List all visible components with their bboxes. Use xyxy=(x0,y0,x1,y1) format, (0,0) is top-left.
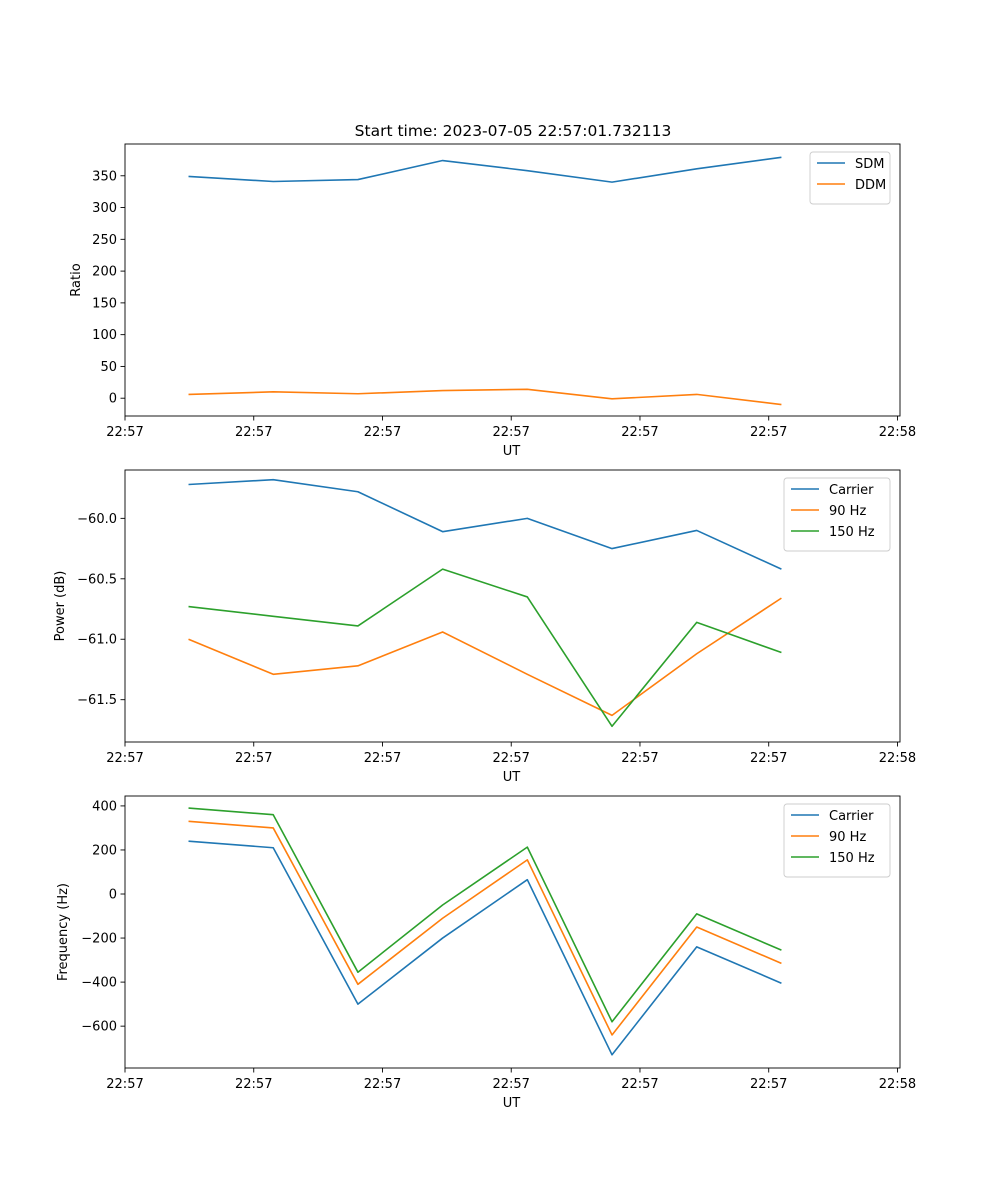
y-tick-label: 100 xyxy=(92,328,117,343)
x-tick-label: 22:58 xyxy=(879,425,916,440)
plots-container: 22:57 22:57 22:57 22:57 22:57 22:57 22:58 0 50 10… xyxy=(53,143,916,1111)
y-tick-label: 250 xyxy=(92,233,117,248)
y-tick-label: −200 xyxy=(81,932,117,947)
x-tick-label: 22:57 xyxy=(106,751,143,766)
y-tick-label: 0 xyxy=(109,392,117,407)
x-tick-label: 22:57 xyxy=(364,425,401,440)
chart-panel-2: 22:57 22:57 22:57 22:57 22:57 22:57 22:58 −61.5… xyxy=(53,469,916,785)
x-tick-label: 22:57 xyxy=(364,1077,401,1092)
y-axis-label: Power (dB) xyxy=(53,571,68,642)
legend-label: 150 Hz xyxy=(829,851,875,866)
figure-title: Start time: 2023-07-05 22:57:01.732113 xyxy=(355,122,672,140)
y-tick-label: 0 xyxy=(109,888,117,903)
legend-frame xyxy=(783,803,891,878)
series-line-carrier xyxy=(188,840,782,1056)
legend-frame xyxy=(783,477,891,552)
legend-label: Carrier xyxy=(829,483,874,498)
x-tick-label: 22:57 xyxy=(750,751,787,766)
x-tick-label: 22:57 xyxy=(750,425,787,440)
chart-panel-3: 22:57 22:57 22:57 22:57 22:57 22:57 22:58 −600 −… xyxy=(56,795,916,1111)
y-tick-label: −60.0 xyxy=(77,512,117,527)
x-tick-label: 22:58 xyxy=(879,751,916,766)
y-tick-label: 200 xyxy=(92,843,117,858)
y-tick-label: −60.5 xyxy=(77,572,117,587)
x-tick-label: 22:57 xyxy=(364,751,401,766)
x-tick-label: 22:57 xyxy=(621,425,658,440)
y-tick-label: −61.0 xyxy=(77,633,117,648)
x-tick-label: 22:57 xyxy=(235,1077,272,1092)
y-axis-label: Ratio xyxy=(69,263,84,296)
x-tick-label: 22:57 xyxy=(492,425,529,440)
legend: Carrier 90 Hz 150 Hz xyxy=(783,477,891,552)
y-tick-label: 300 xyxy=(92,201,117,216)
y-tick-label: 400 xyxy=(92,799,117,814)
series-line-150-hz xyxy=(188,568,782,728)
x-tick-label: 22:57 xyxy=(492,751,529,766)
x-axis-label: UT xyxy=(503,444,521,459)
legend: SDM DDM xyxy=(809,151,891,205)
y-tick-label: 150 xyxy=(92,296,117,311)
x-tick-label: 22:57 xyxy=(621,751,658,766)
y-tick-label: 50 xyxy=(100,360,117,375)
legend-frame xyxy=(809,151,891,205)
y-tick-label: 200 xyxy=(92,265,117,280)
x-tick-label: 22:58 xyxy=(879,1077,916,1092)
x-tick-label: 22:57 xyxy=(621,1077,658,1092)
series-line-150-hz xyxy=(188,807,782,1023)
y-tick-label: 350 xyxy=(92,169,117,184)
y-tick-label: −61.5 xyxy=(77,693,117,708)
legend-label: 90 Hz xyxy=(829,830,866,845)
legend-label: Carrier xyxy=(829,809,874,824)
x-axis-label: UT xyxy=(503,770,521,785)
y-axis-label: Frequency (Hz) xyxy=(56,883,71,981)
x-tick-label: 22:57 xyxy=(235,425,272,440)
series-line-carrier xyxy=(188,478,782,570)
plot-area-1 xyxy=(124,143,901,417)
legend-label: 90 Hz xyxy=(829,504,866,519)
legend: Carrier 90 Hz 150 Hz xyxy=(783,803,891,878)
legend-label: 150 Hz xyxy=(829,525,875,540)
legend-label: DDM xyxy=(855,178,886,193)
x-tick-label: 22:57 xyxy=(106,425,143,440)
x-axis-label: UT xyxy=(503,1096,521,1111)
series-line-ddm xyxy=(188,388,782,406)
x-tick-label: 22:57 xyxy=(106,1077,143,1092)
y-tick-label: −400 xyxy=(81,976,117,991)
x-tick-label: 22:57 xyxy=(492,1077,529,1092)
chart-panel-1: 22:57 22:57 22:57 22:57 22:57 22:57 22:58 0 50 10… xyxy=(69,143,916,459)
plot-area-3 xyxy=(124,795,901,1069)
series-line-90-hz xyxy=(188,597,782,717)
y-tick-label: −600 xyxy=(81,1020,117,1035)
legend-label: SDM xyxy=(855,157,884,172)
x-tick-label: 22:57 xyxy=(235,751,272,766)
x-tick-label: 22:57 xyxy=(750,1077,787,1092)
series-line-90-hz xyxy=(188,820,782,1036)
series-line-sdm xyxy=(188,156,782,183)
